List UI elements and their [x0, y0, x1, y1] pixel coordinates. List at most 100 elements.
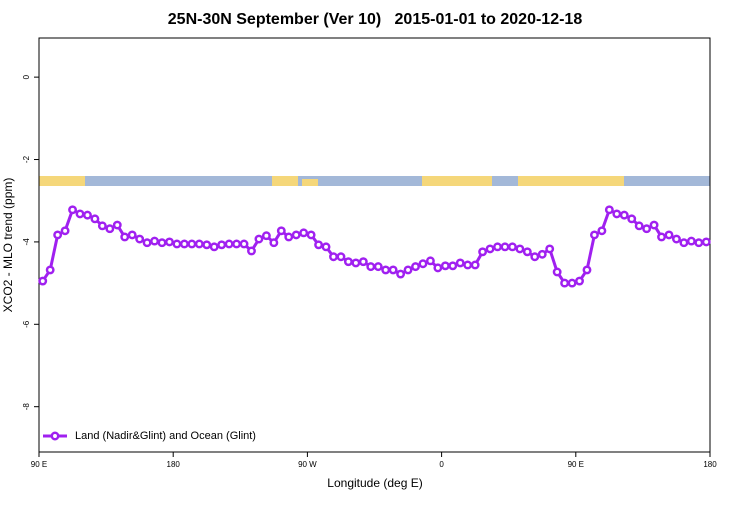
land: [272, 176, 298, 186]
x-tick-label: 180: [167, 460, 181, 469]
data-point: [172, 239, 182, 249]
data-point: [217, 240, 227, 250]
y-axis-label: XCO2 - MLO trend (ppm): [1, 178, 15, 313]
data-point: [135, 234, 145, 244]
data-point: [388, 265, 398, 275]
data-point: [321, 242, 331, 252]
data-point: [75, 209, 85, 219]
data-point: [299, 228, 309, 238]
x-axis-label: Longitude (deg E): [327, 476, 422, 490]
data-point: [60, 226, 70, 236]
data-point: [657, 232, 666, 242]
data-point: [336, 252, 346, 262]
data-point: [470, 260, 480, 270]
data-point: [463, 260, 473, 270]
data-point: [202, 240, 212, 250]
data-point: [679, 238, 689, 248]
data-point: [269, 238, 279, 248]
data-point: [589, 230, 599, 240]
data-point: [530, 252, 540, 262]
data-point: [545, 244, 555, 254]
data-point: [306, 230, 316, 240]
chart-title: 25N-30N September (Ver 10) 2015-01-01 to…: [168, 11, 583, 28]
data-point: [314, 240, 324, 250]
data-point: [97, 221, 107, 231]
data-point: [105, 224, 115, 234]
data-point: [493, 242, 502, 252]
data-point: [239, 239, 249, 249]
x-tick-label: 90 E: [568, 460, 584, 469]
ocean: [39, 176, 710, 186]
data-point: [522, 247, 532, 257]
map-strip: [39, 176, 710, 186]
data-point: [224, 239, 234, 249]
data-point: [68, 205, 78, 215]
data-point: [418, 259, 428, 269]
data-point: [403, 265, 413, 275]
legend-label: Land (Nadir&Glint) and Ocean (Glint): [75, 430, 256, 442]
x-tick-label: 90 W: [298, 460, 317, 469]
data-point: [53, 230, 63, 240]
data-point: [209, 242, 219, 252]
data-point: [694, 238, 704, 248]
data-point: [194, 239, 204, 249]
data-point: [537, 249, 547, 259]
data-point: [358, 257, 368, 267]
data-point: [396, 269, 406, 279]
data-point: [45, 265, 55, 275]
data-point: [567, 278, 577, 288]
y-tick-label: -2: [22, 155, 31, 163]
data-point: [425, 256, 435, 266]
data-point: [642, 224, 652, 234]
data-point: [90, 214, 100, 224]
data-point: [112, 220, 122, 230]
data-point: [440, 261, 450, 271]
data-point: [664, 230, 674, 240]
land: [518, 176, 624, 186]
y-tick-label: -8: [22, 403, 31, 411]
data-point: [701, 237, 711, 247]
data-point: [276, 226, 286, 236]
data-point: [232, 239, 242, 249]
plot-frame: [38, 37, 711, 453]
data-point: [165, 237, 174, 247]
data-point: [127, 230, 137, 240]
data-point: [478, 247, 488, 257]
data-point: [500, 242, 510, 252]
data-point: [627, 214, 637, 224]
data-point: [157, 238, 167, 248]
land: [422, 176, 492, 186]
data-point: [142, 238, 152, 248]
x-tick-label: 90 E: [31, 460, 47, 469]
data-point: [649, 220, 659, 230]
data-point: [515, 244, 525, 254]
data-point: [597, 226, 607, 236]
data-point: [448, 261, 458, 271]
data-point: [560, 278, 570, 288]
land: [39, 176, 85, 186]
data-point: [485, 244, 495, 254]
land: [302, 179, 318, 186]
y-tick-label: 0: [22, 74, 31, 79]
data-point: [455, 258, 465, 268]
data-point: [38, 276, 48, 286]
x-tick-label: 0: [439, 460, 444, 469]
data-point: [366, 262, 376, 272]
data-point: [604, 205, 614, 215]
y-tick-label: -6: [22, 320, 31, 328]
data-point: [179, 239, 189, 249]
legend-marker: [50, 431, 60, 441]
data-point: [582, 265, 592, 275]
data-point: [373, 262, 383, 272]
data-point: [433, 263, 443, 273]
data-point: [150, 236, 160, 246]
data-point: [612, 209, 622, 219]
y-tick-label: -4: [22, 238, 31, 246]
data-point: [686, 236, 696, 246]
data-point: [120, 232, 130, 242]
data-point: [619, 210, 629, 220]
data-point: [284, 232, 294, 242]
data-point: [381, 265, 391, 275]
